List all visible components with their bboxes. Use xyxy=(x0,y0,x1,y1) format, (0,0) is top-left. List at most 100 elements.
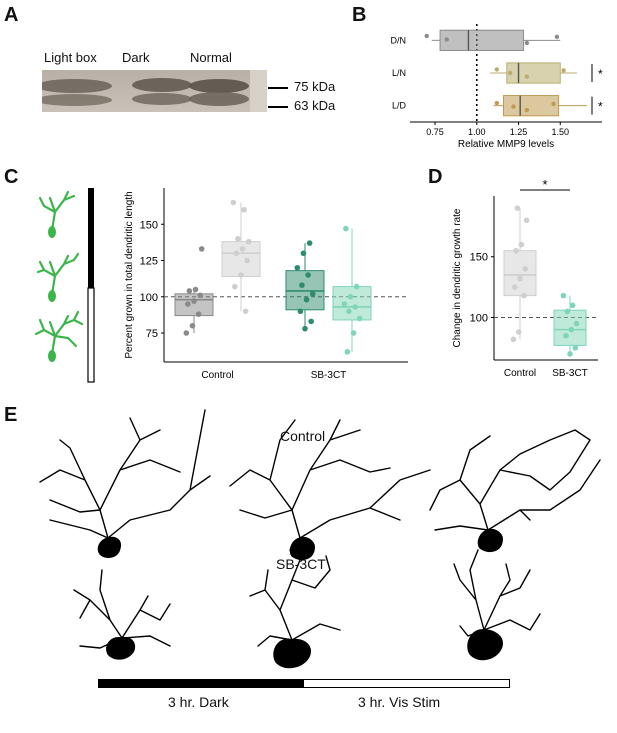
neuron-icon-3 xyxy=(34,310,84,362)
y-tick-label: 150 xyxy=(470,252,488,264)
data-point xyxy=(507,70,513,76)
x-tick-label: 1.00 xyxy=(468,127,486,137)
data-point xyxy=(294,264,301,271)
data-point xyxy=(572,345,579,351)
data-point xyxy=(344,349,351,355)
panel-label-a: A xyxy=(4,4,19,26)
y-tick-label: 100 xyxy=(470,312,488,324)
data-point xyxy=(563,332,569,339)
data-point xyxy=(513,247,519,254)
data-point xyxy=(305,272,311,278)
blot-band-light-box xyxy=(42,79,112,106)
x-tick-label: SB-3CT xyxy=(311,370,347,381)
data-point xyxy=(198,246,205,252)
data-point xyxy=(515,329,522,335)
marker-line-75 xyxy=(268,87,288,89)
neuron-icon-1 xyxy=(38,190,76,238)
chart-d: 100 150 Change in dendritic growth rate Con… xyxy=(452,180,598,379)
data-point xyxy=(444,37,449,42)
data-point xyxy=(346,308,352,315)
data-point xyxy=(352,304,358,310)
data-point xyxy=(239,246,246,252)
data-point xyxy=(195,311,202,317)
x-tick-label: 1.25 xyxy=(510,127,528,137)
blot-band-dark xyxy=(132,78,192,105)
western-blot xyxy=(42,70,267,112)
marker-label-63: 63 kDa xyxy=(294,98,336,113)
data-point xyxy=(510,336,517,343)
data-point xyxy=(523,217,530,224)
y-axis-title: Change in dendritic growth rate xyxy=(452,208,463,347)
panel-label-d: D xyxy=(428,166,443,188)
data-point xyxy=(302,325,308,332)
data-point xyxy=(299,282,305,288)
data-point xyxy=(494,100,500,106)
data-point xyxy=(197,292,203,299)
data-point xyxy=(244,257,250,264)
data-point xyxy=(524,107,530,113)
neuron-schematic xyxy=(34,188,95,383)
chart-b: 0.75 1.00 1.25 1.50 Relative MMP9 levels D/N L… xyxy=(391,24,603,150)
significance-star: * xyxy=(542,180,547,192)
data-point xyxy=(554,34,560,40)
y-tick-label: 75 xyxy=(146,328,158,340)
data-point xyxy=(524,40,530,46)
tracing-control-3 xyxy=(429,429,601,553)
y-tick-label: 125 xyxy=(140,256,158,268)
data-point xyxy=(573,320,580,327)
data-point xyxy=(494,67,500,72)
data-point xyxy=(306,240,313,246)
data-point xyxy=(238,272,244,278)
x-tick-label: SB-3CT xyxy=(552,368,588,379)
data-point xyxy=(517,275,523,282)
tracing-control-1 xyxy=(39,409,211,559)
data-point xyxy=(308,318,314,325)
data-point xyxy=(192,286,199,293)
box xyxy=(332,286,372,321)
data-point xyxy=(297,308,304,315)
data-point xyxy=(303,296,310,303)
marker-label-75: 75 kDa xyxy=(294,79,336,94)
data-point xyxy=(560,292,567,299)
lane-label-dark: Dark xyxy=(122,50,150,65)
tracing-sb3ct-3 xyxy=(453,549,541,661)
data-point xyxy=(235,235,241,242)
data-point xyxy=(551,101,556,107)
x-tick-label: 0.75 xyxy=(426,127,444,137)
data-point xyxy=(242,308,249,315)
data-point xyxy=(232,283,238,290)
data-point xyxy=(424,33,429,39)
y-tick-label: D/N xyxy=(391,35,407,45)
box xyxy=(439,29,525,51)
timeline-dark-bar xyxy=(88,188,94,288)
data-point xyxy=(230,199,237,206)
panel-label-c: C xyxy=(4,166,19,188)
data-point xyxy=(191,298,197,304)
y-tick-label: 150 xyxy=(140,219,158,231)
data-point xyxy=(300,250,307,257)
chart-c: 75 100 125 150 Percent grown in total dendri… xyxy=(124,188,408,381)
x-tick-label: Control xyxy=(201,370,233,381)
data-point xyxy=(521,292,527,299)
tracing-sb3ct-1 xyxy=(73,569,171,660)
data-point xyxy=(561,68,566,73)
y-axis-title: Percent grown in total dendritic length xyxy=(124,191,135,358)
neuron-icon-2 xyxy=(36,252,80,302)
marker-line-63 xyxy=(268,106,288,108)
data-point xyxy=(514,205,521,211)
timeline-stim-segment xyxy=(303,679,510,688)
neuron-tracings xyxy=(39,409,601,669)
data-point xyxy=(343,225,349,232)
tracing-sb3ct-2 xyxy=(249,549,341,669)
data-point xyxy=(341,301,348,307)
timeline-dark-segment xyxy=(98,679,305,688)
data-point xyxy=(241,206,247,213)
tracing-control-2 xyxy=(229,419,431,561)
data-point xyxy=(518,241,525,248)
data-point xyxy=(189,322,196,329)
timeline-stim-bar xyxy=(87,287,95,383)
panel-label-b: B xyxy=(352,4,367,26)
data-point xyxy=(567,351,573,357)
data-point xyxy=(568,326,575,333)
timeline-label-stim: 3 hr. Vis Stim xyxy=(358,694,441,710)
